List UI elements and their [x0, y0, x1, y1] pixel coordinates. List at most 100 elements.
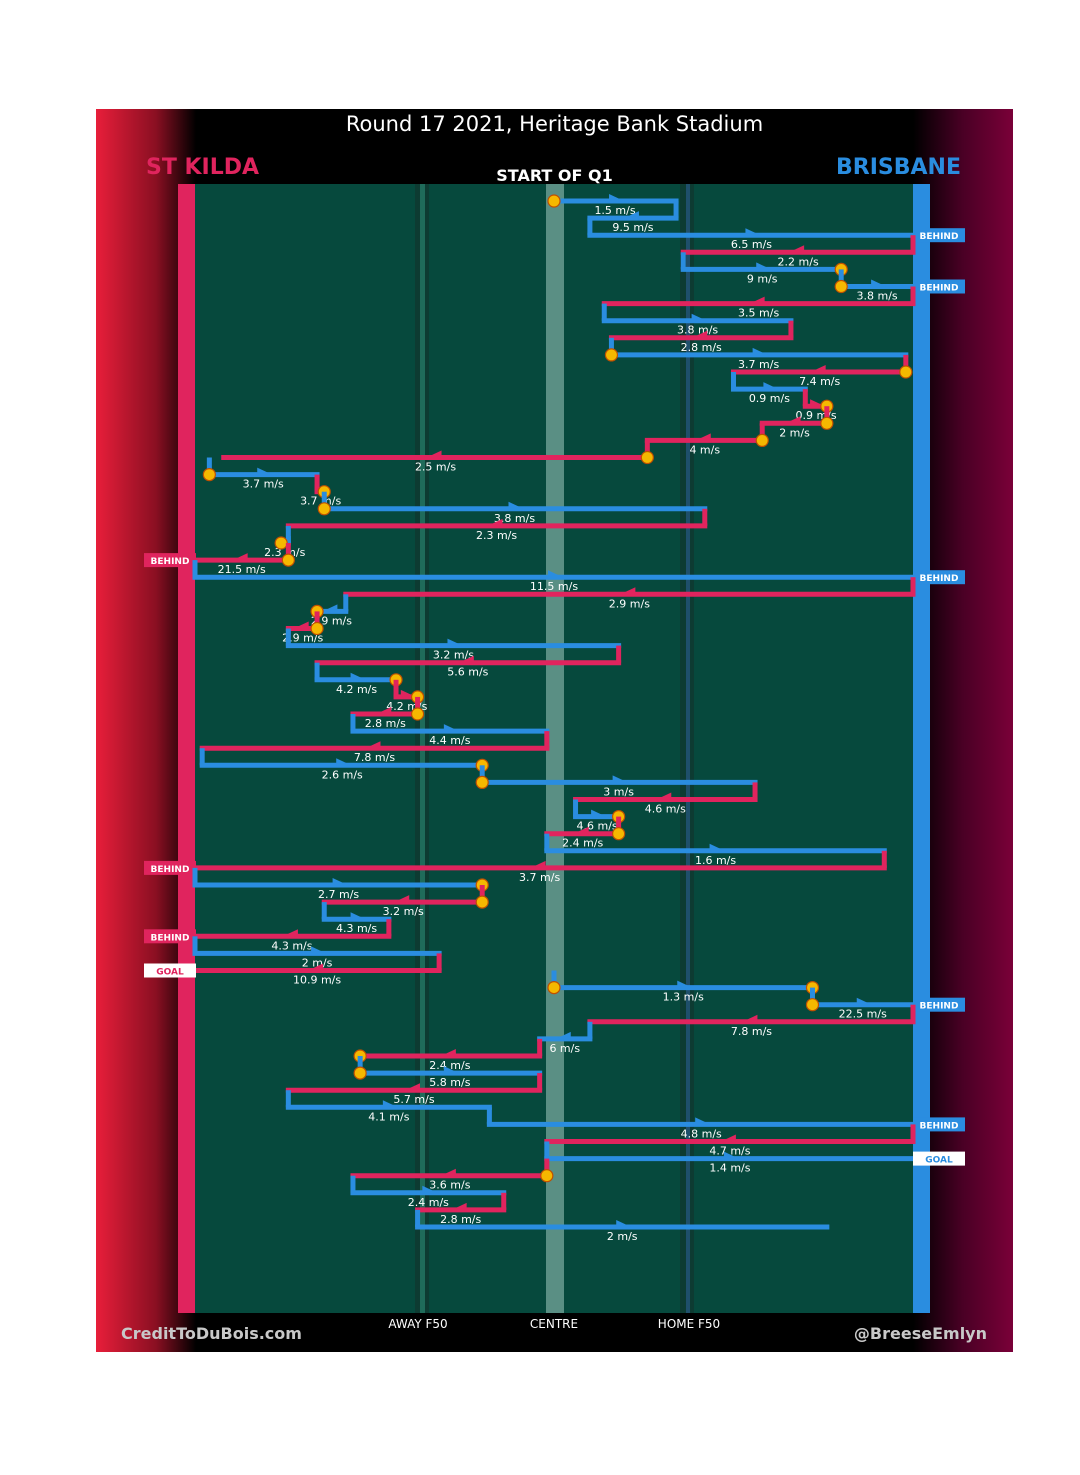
stoppage-marker — [805, 998, 820, 1012]
stoppage-marker — [820, 416, 834, 430]
chain-arrow — [695, 1117, 711, 1127]
chain-arrow — [422, 1185, 438, 1195]
chain-arrow — [382, 1100, 398, 1110]
chain-arrow — [742, 1014, 758, 1024]
chain-arrow — [508, 501, 524, 511]
speed-label: 2.3 m/s — [264, 546, 305, 559]
speed-label: 2.9 m/s — [609, 597, 650, 610]
speed-label: 2 m/s — [302, 956, 333, 969]
speed-label: 1.6 m/s — [695, 854, 736, 867]
speed-label: 5.8 m/s — [429, 1076, 470, 1089]
chain-arrow — [573, 826, 589, 836]
chain-arrow — [257, 467, 273, 477]
goal-label: GOAL — [156, 968, 184, 978]
speed-label: 1.4 m/s — [709, 1162, 750, 1175]
chain-arrow — [365, 741, 381, 751]
speed-label: 2.8 m/s — [365, 717, 406, 730]
speed-label: 9.5 m/s — [612, 221, 653, 234]
chain-arrow — [623, 211, 639, 221]
speed-label: 11.5 m/s — [530, 580, 578, 593]
chain-arrow — [810, 365, 826, 374]
behind-label: BEHIND — [920, 1002, 959, 1012]
chain-arrow — [311, 946, 327, 956]
chain-arrow — [458, 655, 474, 665]
speed-label: 10.9 m/s — [293, 974, 341, 987]
speed-label: 3.7 m/s — [738, 358, 779, 371]
stoppage-marker — [547, 980, 561, 995]
chain-arrow — [530, 860, 546, 870]
stoppage-marker — [834, 279, 848, 294]
chain-arrow — [336, 758, 352, 768]
behind-badge — [913, 997, 965, 1012]
speed-label: 4.8 m/s — [681, 1127, 722, 1140]
speed-label: 6.5 m/s — [731, 238, 772, 251]
stoppage-marker — [640, 450, 654, 465]
chain-arrow — [332, 878, 348, 887]
chain-arrow — [322, 604, 338, 614]
axis-tick-centre: CENTRE — [529, 1317, 579, 1331]
chain-chart: 1.5 m/s 9.5 m/s 6.5 m/s BEHIND 2.2 m/s9 m/s 3… — [96, 109, 1013, 1352]
speed-label: 3 m/s — [603, 785, 634, 798]
behind-label: BEHIND — [920, 574, 959, 584]
home-f50-line — [686, 184, 690, 1313]
speed-label: 3.8 m/s — [857, 290, 898, 303]
speed-label: 7.8 m/s — [354, 751, 395, 764]
chain-arrow — [591, 809, 607, 819]
behind-badge — [913, 1117, 965, 1132]
speed-label: 6 m/s — [549, 1042, 580, 1055]
chain-arrow — [487, 518, 503, 528]
axis-tick-away-f50: AWAY F50 — [388, 1317, 448, 1331]
chain-arrow — [756, 262, 772, 272]
behind-label: BEHIND — [151, 865, 190, 875]
chain-arrow — [752, 347, 768, 357]
chain-arrow — [548, 570, 563, 580]
chart-title: Round 17 2021, Heritage Bank Stadium — [345, 112, 764, 136]
speed-label: 3.7 m/s — [519, 871, 560, 884]
chain-arrow — [709, 843, 725, 853]
speed-label: 2 m/s — [779, 426, 810, 439]
chain-arrow — [555, 1031, 571, 1041]
speed-label: 4.1 m/s — [368, 1110, 409, 1123]
behind-label: BEHIND — [151, 933, 190, 943]
stoppage-marker — [310, 621, 324, 636]
chain-arrow — [394, 895, 410, 905]
speed-label: 2 m/s — [607, 1230, 638, 1243]
speed-label: 1.5 m/s — [594, 204, 635, 217]
chain-arrow — [451, 1202, 467, 1212]
speed-label: 3.7 m/s — [300, 495, 341, 508]
behind-badge — [144, 860, 196, 875]
chain-arrow — [376, 707, 392, 716]
speed-label: 2.4 m/s — [408, 1196, 449, 1209]
speed-label: 4 m/s — [689, 443, 720, 456]
chains-layer: 1.5 m/s 9.5 m/s 6.5 m/s BEHIND 2.2 m/s9 m/s 3… — [144, 194, 965, 1243]
speed-label: 2.7 m/s — [318, 888, 359, 901]
stoppage-marker — [547, 194, 561, 208]
chain-arrow — [695, 433, 711, 443]
stoppage-marker — [475, 775, 489, 790]
speed-label: 4.2 m/s — [336, 683, 377, 696]
behind-badge — [144, 553, 196, 568]
stoppage-marker — [274, 536, 288, 550]
speed-label: 2.5 m/s — [415, 461, 456, 474]
quarter-start-label: START OF Q1 — [496, 166, 613, 185]
speed-label: 0.9 m/s — [749, 392, 790, 405]
behind-badge — [913, 570, 965, 585]
chain-arrow — [620, 587, 636, 597]
speed-label: 4.7 m/s — [709, 1145, 750, 1158]
speed-label: 2.2 m/s — [778, 255, 819, 268]
chain-arrow — [616, 1220, 632, 1229]
speed-label: 3.7 m/s — [243, 478, 284, 491]
speed-label: 3.8 m/s — [494, 512, 535, 525]
speed-label: 4.4 m/s — [429, 734, 470, 747]
stoppage-marker — [353, 1066, 367, 1080]
chain-arrow — [350, 672, 366, 682]
chain-arrow — [856, 997, 872, 1007]
chain-arrow — [691, 313, 707, 323]
behind-label: BEHIND — [151, 557, 190, 567]
chain-arrow — [440, 1049, 456, 1058]
chain-arrow — [443, 1066, 459, 1076]
chain-arrow — [440, 1168, 456, 1178]
stoppage-marker — [604, 348, 619, 362]
chain-arrow — [745, 228, 761, 238]
behind-label: BEHIND — [920, 1121, 959, 1131]
